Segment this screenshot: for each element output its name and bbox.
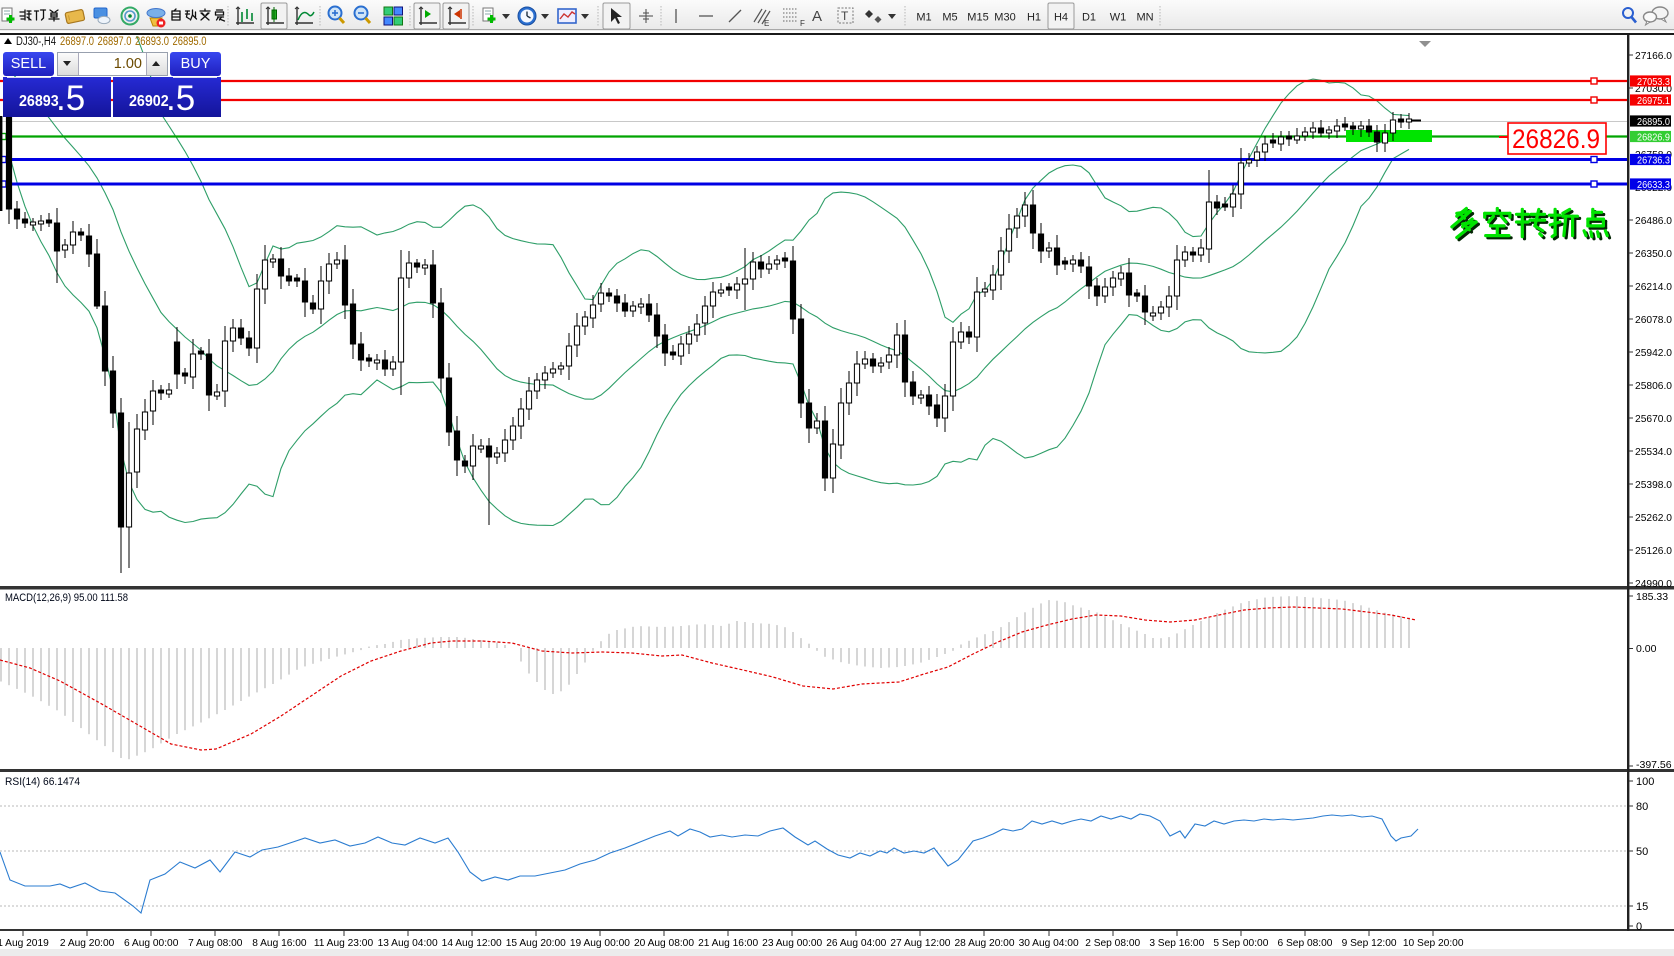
- svg-text:25398.0: 25398.0: [1635, 479, 1672, 491]
- svg-text:14 Aug 12:00: 14 Aug 12:00: [442, 938, 502, 949]
- svg-text:20 Aug 08:00: 20 Aug 08:00: [634, 938, 694, 949]
- svg-text:30 Aug 04:00: 30 Aug 04:00: [1019, 938, 1079, 949]
- svg-text:25126.0: 25126.0: [1635, 545, 1672, 557]
- svg-text:25670.0: 25670.0: [1635, 413, 1672, 425]
- svg-text:15: 15: [1636, 901, 1648, 913]
- svg-text:26214.0: 26214.0: [1635, 281, 1672, 293]
- svg-text:26895.0: 26895.0: [1637, 116, 1670, 128]
- svg-text:26826.9: 26826.9: [1512, 124, 1600, 154]
- svg-text:26486.0: 26486.0: [1635, 215, 1672, 227]
- svg-text:6 Aug 00:00: 6 Aug 00:00: [124, 938, 179, 949]
- svg-text:H1: H1: [1027, 12, 1041, 24]
- svg-text:25806.0: 25806.0: [1635, 380, 1672, 392]
- svg-text:8 Aug 16:00: 8 Aug 16:00: [252, 938, 307, 949]
- svg-text:2 Aug 20:00: 2 Aug 20:00: [60, 938, 115, 949]
- svg-text:50: 50: [1636, 846, 1648, 858]
- svg-text:5 Sep 00:00: 5 Sep 00:00: [1213, 938, 1268, 949]
- svg-text:26826.9: 26826.9: [1637, 132, 1670, 144]
- svg-text:RSI(14) 66.1474: RSI(14) 66.1474: [5, 776, 80, 788]
- svg-text:25262.0: 25262.0: [1635, 512, 1672, 524]
- svg-text:3 Sep 16:00: 3 Sep 16:00: [1149, 938, 1204, 949]
- svg-text:MACD(12,26,9) 95.00 111.58: MACD(12,26,9) 95.00 111.58: [5, 592, 128, 604]
- svg-text:80: 80: [1636, 801, 1648, 813]
- svg-text:2 Sep 08:00: 2 Sep 08:00: [1085, 938, 1140, 949]
- svg-text:26893.0: 26893.0: [135, 36, 169, 48]
- svg-text:H4: H4: [1054, 12, 1068, 24]
- svg-text:M5: M5: [942, 12, 957, 24]
- svg-text:185.33: 185.33: [1636, 591, 1668, 603]
- svg-text:W1: W1: [1110, 12, 1127, 24]
- svg-text:19 Aug 00:00: 19 Aug 00:00: [570, 938, 630, 949]
- svg-text:MN: MN: [1136, 12, 1153, 24]
- svg-text:T: T: [841, 9, 849, 23]
- svg-text:26736.3: 26736.3: [1637, 155, 1670, 167]
- svg-text:M1: M1: [916, 12, 931, 24]
- svg-text:26897.0: 26897.0: [60, 36, 94, 48]
- svg-text:21 Aug 16:00: 21 Aug 16:00: [698, 938, 758, 949]
- svg-text:E: E: [764, 19, 769, 28]
- svg-text:0.00: 0.00: [1636, 643, 1657, 655]
- svg-text:7 Aug 08:00: 7 Aug 08:00: [188, 938, 243, 949]
- svg-text:1 Aug 2019: 1 Aug 2019: [0, 938, 49, 949]
- svg-text:6 Sep 08:00: 6 Sep 08:00: [1278, 938, 1333, 949]
- svg-text:26350.0: 26350.0: [1635, 248, 1672, 260]
- svg-text:15 Aug 20:00: 15 Aug 20:00: [506, 938, 566, 949]
- svg-text:M30: M30: [994, 12, 1015, 24]
- svg-text:-397.56: -397.56: [1636, 759, 1672, 771]
- svg-text:M15: M15: [967, 12, 988, 24]
- svg-text:26 Aug 04:00: 26 Aug 04:00: [826, 938, 886, 949]
- svg-text:0: 0: [1636, 921, 1642, 933]
- svg-text:27166.0: 27166.0: [1635, 50, 1672, 62]
- svg-text:27 Aug 12:00: 27 Aug 12:00: [890, 938, 950, 949]
- svg-text:13 Aug 04:00: 13 Aug 04:00: [378, 938, 438, 949]
- svg-text:26897.0: 26897.0: [98, 36, 132, 48]
- svg-text:25534.0: 25534.0: [1635, 446, 1672, 458]
- svg-text:26895.0: 26895.0: [173, 36, 207, 48]
- svg-text:10 Sep 20:00: 10 Sep 20:00: [1403, 938, 1464, 949]
- svg-text:9 Sep 12:00: 9 Sep 12:00: [1342, 938, 1397, 949]
- svg-text:11 Aug 23:00: 11 Aug 23:00: [314, 938, 374, 949]
- svg-text:26078.0: 26078.0: [1635, 314, 1672, 326]
- svg-text:26975.1: 26975.1: [1637, 95, 1670, 107]
- svg-text:100: 100: [1636, 776, 1654, 788]
- svg-text:D1: D1: [1082, 12, 1096, 24]
- svg-text:A: A: [812, 8, 822, 25]
- svg-text:DJ30-,H4: DJ30-,H4: [16, 36, 56, 48]
- svg-text:F: F: [800, 19, 805, 28]
- svg-text:23 Aug 00:00: 23 Aug 00:00: [762, 938, 822, 949]
- svg-text:27053.3: 27053.3: [1637, 76, 1670, 88]
- svg-text:28 Aug 20:00: 28 Aug 20:00: [954, 938, 1014, 949]
- svg-text:25942.0: 25942.0: [1635, 347, 1672, 359]
- svg-text:26633.3: 26633.3: [1637, 179, 1670, 191]
- svg-text:24990.0: 24990.0: [1635, 578, 1672, 590]
